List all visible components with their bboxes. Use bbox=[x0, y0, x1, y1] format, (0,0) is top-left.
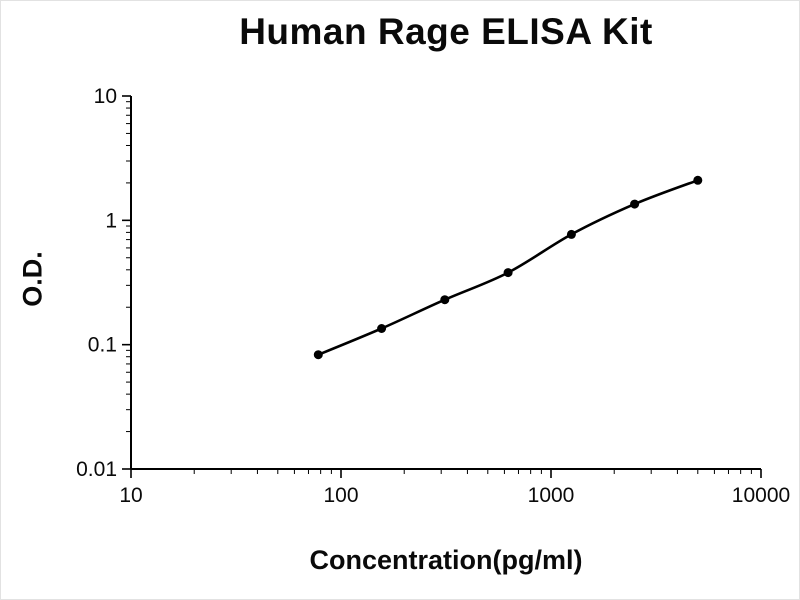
data-point-marker bbox=[440, 295, 450, 305]
data-point-marker bbox=[377, 324, 387, 333]
x-tick-label: 10 bbox=[119, 484, 142, 507]
y-tick-label: 1 bbox=[105, 209, 117, 232]
standard-curve-line bbox=[317, 179, 700, 356]
data-point-marker bbox=[566, 229, 576, 239]
x-axis-title: Concentration(pg/ml) bbox=[309, 545, 583, 575]
tick-labels: 10 100 1000 10000 10 1 0.1 0.01 bbox=[76, 85, 790, 507]
axes bbox=[130, 96, 761, 470]
data-point-marker bbox=[630, 199, 640, 209]
data-point-marker bbox=[313, 350, 323, 360]
y-tick-label: 10 bbox=[94, 85, 117, 108]
x-tick-label: 100 bbox=[323, 484, 358, 507]
tick-marks bbox=[122, 95, 762, 478]
x-tick-label: 1000 bbox=[528, 484, 575, 507]
y-tick-label: 0.01 bbox=[76, 458, 117, 481]
y-tick-label: 0.1 bbox=[88, 334, 117, 357]
x-tick-label: 10000 bbox=[732, 484, 790, 507]
chart-title: Human Rage ELISA Kit bbox=[239, 11, 653, 52]
data-point-marker bbox=[503, 268, 513, 278]
data-point-marker bbox=[693, 175, 703, 185]
